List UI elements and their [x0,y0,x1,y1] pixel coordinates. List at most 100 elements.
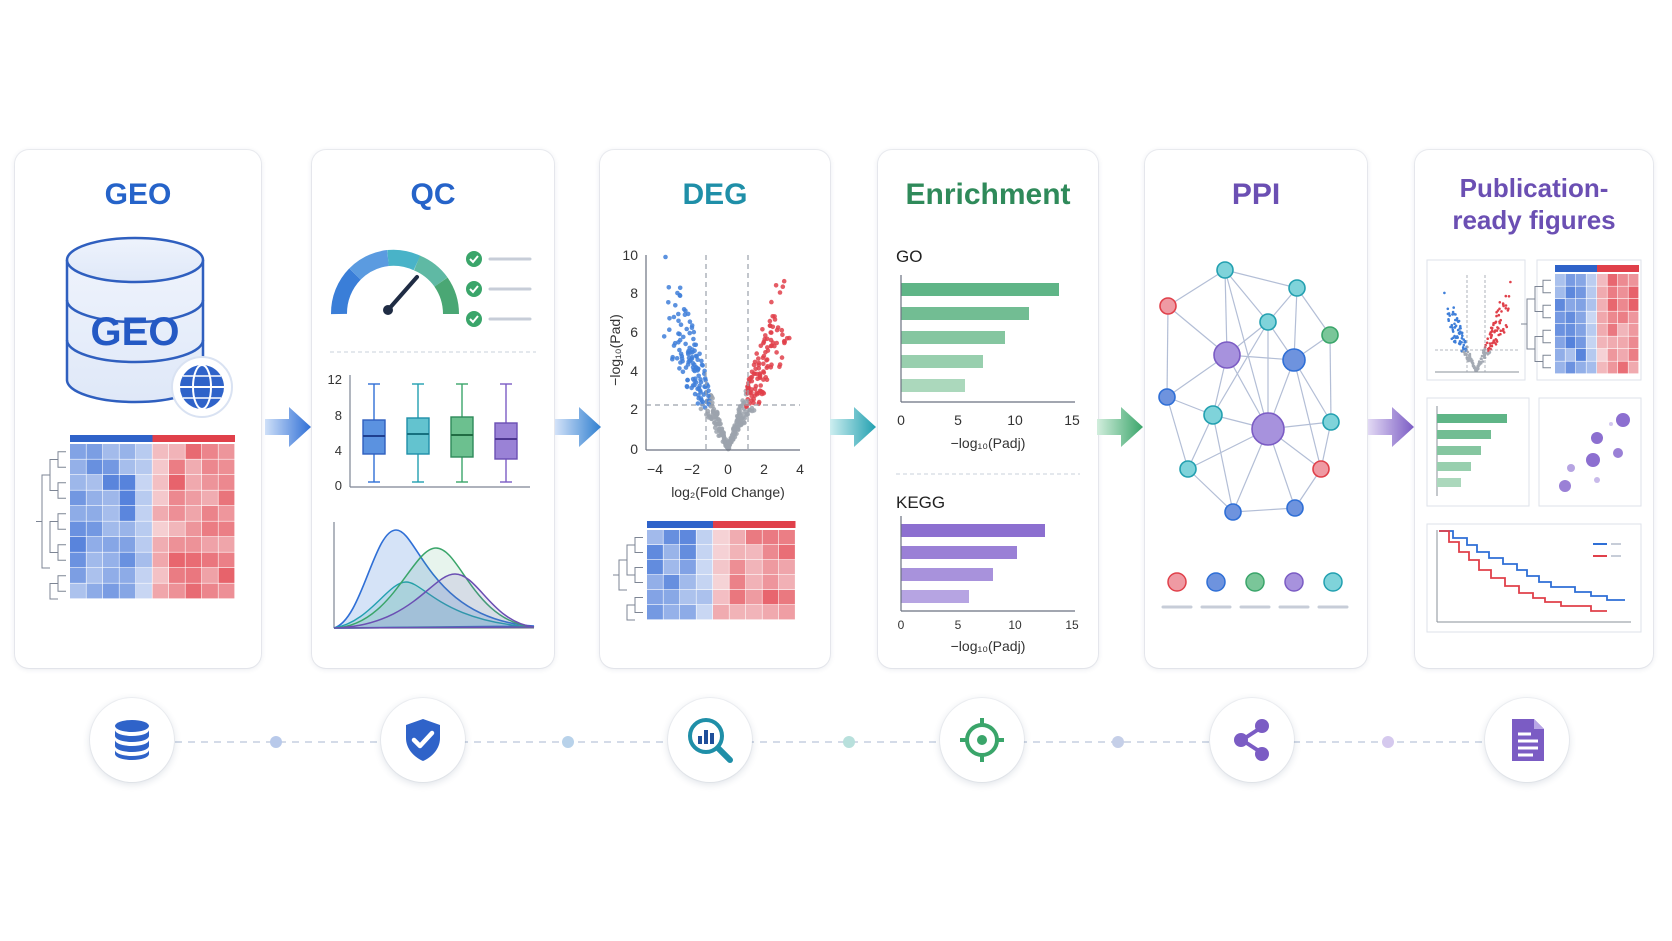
volcano-point [676,318,681,324]
volcano-point [677,337,683,343]
volcano-point [770,314,775,319]
volcano-point [689,323,695,328]
volcano-point [721,438,727,443]
volcano-point [748,375,754,380]
ppi-edge [1329,334,1332,423]
volcano-point [677,285,683,291]
mini-dotplot-figure [1538,397,1642,507]
volcano-point [697,351,702,357]
volcano-point [705,408,711,414]
volcano-point [696,386,702,391]
kegg-xtick: 5 [955,618,962,632]
shield-check-icon [406,719,440,761]
volcano-point [699,358,704,364]
volcano-point [681,334,686,340]
mini-heatmap-figure [1521,259,1642,381]
step-circle-deg[interactable] [668,698,752,782]
ppi-node [1321,326,1339,344]
kegg-xtick: 0 [898,618,905,632]
volcano-point [700,363,705,368]
volcano-point [692,368,697,374]
target-icon [960,718,1004,762]
deg-ytick: 0 [630,441,638,457]
volcano-point [764,336,770,342]
ppi-edge [1293,287,1298,361]
ppi-node [1251,412,1285,446]
volcano-point [735,414,741,420]
volcano-point [666,285,672,290]
volcano-point [754,351,759,356]
ppi-edge [1224,269,1269,323]
volcano-point [715,411,720,417]
database-cylinder [65,236,205,404]
panel-title-publication: Publication-ready figures [1452,173,1616,235]
step-circle-qc[interactable] [381,698,465,782]
ppi-panel: PPI [1145,150,1367,668]
volcano-point [710,396,715,401]
volcano-point [690,347,695,352]
volcano-point [756,356,761,361]
volcano-point [768,330,773,335]
volcano-point [683,341,688,347]
step-circle-enrichment[interactable] [940,698,1024,782]
ppi-edge [1224,269,1298,289]
timeline-connector [175,736,1490,748]
publication-figures [1426,259,1642,633]
ppi-node [1158,388,1176,406]
geo-database-illustration [36,236,235,600]
panel-title-qc: QC [410,178,456,211]
volcano-point [693,353,699,359]
volcano-point [693,376,698,381]
qc-ytick: 8 [335,408,342,423]
volcano-point [730,435,736,441]
ppi-node [1259,313,1277,331]
step-circle-publication[interactable] [1485,698,1569,782]
ppi-node [1288,279,1306,297]
volcano-point [677,366,682,371]
volcano-point [684,326,689,332]
volcano-point [681,307,687,312]
qc-panel: QC 12 8 4 0 [312,150,554,668]
volcano-point [676,311,681,317]
deg-xtick: 0 [724,461,732,477]
volcano-point [768,323,773,329]
volcano-point [671,314,677,320]
volcano-point [717,417,722,423]
volcano-point [678,322,684,327]
volcano-point [780,284,786,289]
ppi-node [1203,405,1223,425]
volcano-point [689,354,695,360]
deg-heatmap [613,521,796,621]
ppi-node [1312,460,1330,478]
volcano-point [756,362,761,368]
volcano-point [695,357,700,362]
volcano-point [712,420,717,426]
arrow-right-icon [265,407,311,447]
qc-ytick: 12 [328,372,342,387]
volcano-point [666,300,671,305]
enrichment-panel: Enrichment GO 0 5 10 15 −log₁₀(Padj) KEG… [878,150,1098,668]
geo-panel: GEO GEO [15,150,261,668]
volcano-point [692,342,697,347]
volcano-point [670,356,675,362]
go-xtick: 10 [1007,412,1023,428]
volcano-point [765,348,771,353]
volcano-point [769,299,774,305]
volcano-point [692,362,697,367]
ppi-node [1159,297,1177,315]
volcano-point [737,408,742,413]
step-circle-ppi[interactable] [1210,698,1294,782]
volcano-point [719,426,725,432]
qc-ytick: 4 [335,443,342,458]
volcano-point [760,355,766,361]
ppi-network [1158,261,1349,609]
volcano-point [679,356,685,361]
step-circle-geo[interactable] [90,698,174,782]
volcano-point [661,334,667,339]
ppi-edge [1296,287,1331,336]
ppi-edge [1166,305,1169,398]
deg-xtick: 2 [760,461,768,477]
volcano-point [769,362,774,367]
kegg-xtick: 10 [1008,618,1022,632]
volcano-point [787,335,792,341]
